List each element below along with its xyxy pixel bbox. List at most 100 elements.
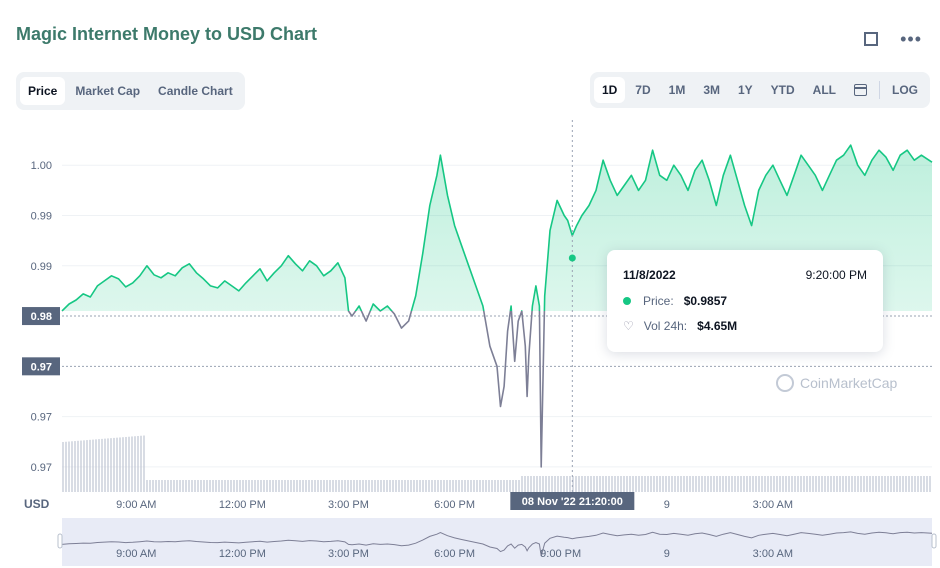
volume-bar — [527, 476, 529, 492]
volume-bar — [863, 476, 865, 492]
volume-bar — [929, 476, 931, 492]
volume-bar — [380, 480, 382, 492]
volume-bar — [230, 480, 232, 492]
expand-icon[interactable] — [864, 32, 879, 46]
volume-bar — [488, 480, 490, 492]
range-all[interactable]: ALL — [812, 83, 836, 97]
volume-bar — [437, 480, 439, 492]
volume-bar — [710, 476, 712, 492]
volume-bar — [74, 441, 76, 492]
volume-bar — [86, 440, 88, 492]
volume-bar — [917, 476, 919, 492]
range-1y[interactable]: 1Y — [737, 83, 753, 97]
volume-bar — [206, 480, 208, 492]
range-1d[interactable]: 1D — [593, 77, 626, 103]
volume-bar — [89, 439, 91, 492]
volume-bar — [638, 476, 640, 492]
volume-bar — [275, 480, 277, 492]
volume-bar — [185, 480, 187, 492]
volume-bar — [245, 480, 247, 492]
volume-bar — [221, 480, 223, 492]
volume-heart-icon: ♡ — [623, 319, 634, 333]
volume-bar — [461, 480, 463, 492]
navigator-handle-right[interactable] — [931, 533, 937, 549]
volume-bar — [845, 476, 847, 492]
volume-bar — [560, 476, 562, 492]
volume-bar — [524, 476, 526, 492]
watermark: CoinMarketCap — [776, 374, 897, 392]
volume-bar — [860, 476, 862, 492]
navigator-tick-label: 3:00 AM — [753, 548, 793, 560]
calendar-icon[interactable] — [854, 84, 867, 96]
volume-bar — [71, 441, 73, 492]
volume-bar — [65, 441, 67, 492]
volume-bar — [320, 480, 322, 492]
volume-bar — [734, 476, 736, 492]
tooltip-price-value: $0.9857 — [683, 294, 728, 308]
volume-bar — [227, 480, 229, 492]
volume-bar — [866, 476, 868, 492]
volume-bar — [104, 438, 106, 492]
volume-bar — [236, 480, 238, 492]
volume-bar — [107, 438, 109, 492]
volume-bar — [740, 476, 742, 492]
volume-bar — [641, 476, 643, 492]
range-1m[interactable]: 1M — [668, 83, 686, 97]
range-navigator[interactable]: 9:00 AM 12:00 PM 3:00 PM 6:00 PM 9:00 PM 9 3:0… — [57, 518, 937, 566]
volume-bar — [707, 476, 709, 492]
range-7d[interactable]: 7D — [635, 83, 651, 97]
volume-bar — [869, 476, 871, 492]
tab-market-cap[interactable]: Market Cap — [75, 84, 141, 98]
tab-candle-chart[interactable]: Candle Chart — [158, 84, 233, 98]
volume-bar — [146, 480, 148, 492]
volume-bar — [350, 480, 352, 492]
volume-bar — [317, 480, 319, 492]
navigator-handle-left[interactable] — [57, 533, 63, 549]
volume-bar — [758, 476, 760, 492]
volume-bar — [272, 480, 274, 492]
volume-bar — [581, 476, 583, 492]
range-3m[interactable]: 3M — [703, 83, 720, 97]
volume-bar — [587, 476, 589, 492]
volume-bar — [752, 476, 754, 492]
range-ytd[interactable]: YTD — [770, 83, 795, 97]
volume-bar — [407, 480, 409, 492]
crosshair-dot — [568, 254, 576, 262]
volume-bar — [548, 476, 550, 492]
volume-bar — [602, 476, 604, 492]
page-title: Magic Internet Money to USD Chart — [16, 24, 318, 44]
volume-bar — [605, 476, 607, 492]
volume-bar — [398, 480, 400, 492]
volume-bar — [539, 476, 541, 492]
y-tick-highlight — [22, 357, 60, 376]
more-icon[interactable]: ••• — [900, 29, 922, 49]
chart-actions: ••• — [864, 29, 922, 49]
volume-bar — [434, 480, 436, 492]
volume-bar — [353, 480, 355, 492]
volume-bar — [311, 480, 313, 492]
volume-bar — [95, 439, 97, 492]
volume-bar — [647, 476, 649, 492]
volume-bar — [413, 480, 415, 492]
volume-bar — [239, 480, 241, 492]
volume-bar — [755, 476, 757, 492]
navigator-track — [62, 518, 932, 566]
volume-bar — [689, 476, 691, 492]
volume-bar — [764, 476, 766, 492]
volume-bar — [806, 476, 808, 492]
volume-bar — [449, 480, 451, 492]
tab-price[interactable]: Price — [20, 77, 66, 105]
volume-bar — [893, 476, 895, 492]
volume-bar — [77, 440, 79, 492]
volume-bar — [131, 436, 133, 492]
volume-bar — [158, 480, 160, 492]
volume-bar — [848, 476, 850, 492]
volume-bar — [431, 480, 433, 492]
volume-bar — [464, 480, 466, 492]
volume-bar — [467, 480, 469, 492]
volume-bar — [626, 476, 628, 492]
volume-bar — [293, 480, 295, 492]
log-toggle[interactable]: LOG — [892, 83, 918, 97]
volume-bar — [650, 476, 652, 492]
volume-bar — [224, 480, 226, 492]
